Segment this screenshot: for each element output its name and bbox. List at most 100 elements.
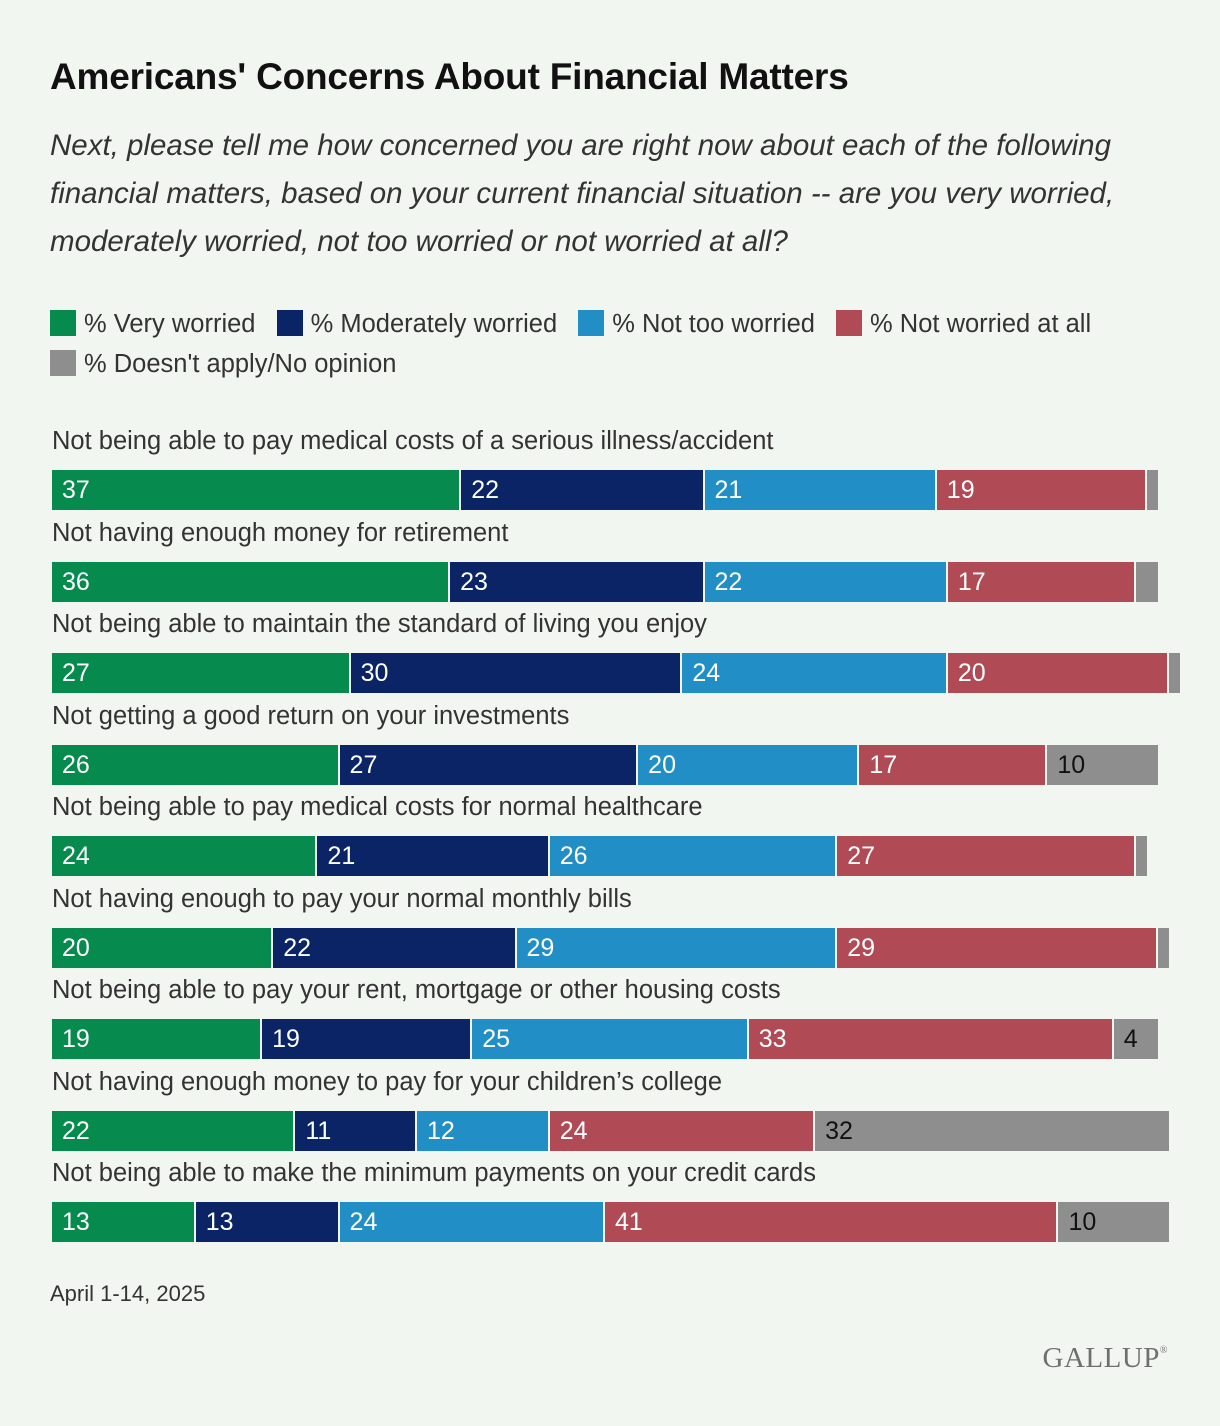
bar-segment-moderately-worried: 22: [461, 470, 705, 510]
data-label: 20: [62, 933, 90, 962]
legend-swatch: [50, 350, 76, 376]
bar-segment-not-too-worried: 26: [549, 836, 838, 876]
data-label: 29: [526, 933, 555, 962]
bar-segment-moderately-worried: 19: [262, 1019, 473, 1059]
legend-swatch: [836, 310, 863, 336]
bar-segment-not-worried-at-all: 33: [748, 1019, 1114, 1059]
data-label: 17: [869, 750, 898, 779]
bar-segment-doesn-t-apply-no-opinion: [1146, 470, 1158, 510]
category-label: Not being able to maintain the standard …: [52, 610, 707, 638]
legend-label: % Very worried: [84, 310, 256, 338]
survey-date: April 1-14, 2025: [50, 1281, 206, 1306]
bar-segment-very-worried: 22: [52, 1110, 296, 1151]
data-label: 24: [559, 1116, 588, 1145]
bar-segment-very-worried: 37: [52, 470, 462, 510]
gallup-logo: GALLUP®: [1042, 1342, 1168, 1374]
data-label: 13: [205, 1208, 234, 1236]
bar-segment-not-worried-at-all: 29: [837, 927, 1158, 968]
bar-segment-doesn-t-apply-no-opinion: 32: [815, 1110, 1170, 1151]
data-label: 19: [62, 1025, 90, 1053]
bar-segment-doesn-t-apply-no-opinion: 10: [1058, 1202, 1170, 1242]
chart-subtitle: Next, please tell me how concerned you a…: [50, 129, 1115, 258]
legend-label: % Moderately worried: [310, 310, 558, 338]
bar-segment-very-worried: 24: [52, 836, 318, 876]
data-label: 10: [1057, 750, 1086, 779]
legend-item-not-too-worried: % Not too worried: [578, 310, 815, 338]
bar-segment-moderately-worried: 30: [350, 653, 683, 693]
legend: % Very worried % Moderately worried % No…: [50, 304, 1180, 384]
bar-segment-moderately-worried: 22: [273, 927, 517, 968]
bar-segment-not-too-worried: 29: [516, 927, 838, 968]
bar-segment-not-worried-at-all: 17: [947, 561, 1136, 602]
bar-row: 36 23 22 17: [52, 561, 1158, 602]
category-label: Not being able to pay medical costs of a…: [52, 427, 774, 455]
bar-segment-very-worried: 27: [52, 653, 351, 693]
data-label: 25: [482, 1025, 511, 1053]
bar-segment-very-worried: 20: [52, 927, 274, 968]
bar-row: 26 27 20 17 10: [52, 744, 1158, 785]
bar-segment-not-too-worried: 12: [416, 1110, 550, 1151]
bar-segment-not-worried-at-all: 20: [947, 653, 1170, 693]
data-label: 20: [648, 750, 676, 779]
data-label: 17: [957, 567, 986, 596]
data-label: 22: [62, 1116, 90, 1145]
legend-label: % Doesn't apply/No opinion: [84, 350, 397, 378]
bar-segment-not-too-worried: 24: [339, 1202, 605, 1242]
bar-segment-not-too-worried: 21: [704, 470, 937, 510]
category-label: Not being able to make the minimum payme…: [52, 1159, 816, 1187]
bar-segment-very-worried: 13: [52, 1202, 196, 1242]
data-label: 12: [426, 1116, 455, 1145]
bar-row: 19 19 25 33 4: [52, 1019, 1158, 1059]
data-label: 21: [327, 842, 356, 870]
data-label: 23: [460, 567, 488, 596]
data-label: 33: [758, 1025, 787, 1053]
data-label: 27: [349, 750, 378, 779]
data-label: 27: [62, 659, 90, 687]
bar-row: 13 13 24 41 10: [52, 1202, 1170, 1242]
data-label: 4: [1123, 1025, 1138, 1053]
data-label: 30: [360, 659, 389, 687]
legend-item-moderately-worried: % Moderately worried: [276, 310, 558, 338]
category-label: Not being able to pay your rent, mortgag…: [52, 976, 781, 1004]
data-label: 37: [62, 476, 90, 504]
category-label: Not being able to pay medical costs for …: [52, 793, 703, 821]
data-label: 29: [847, 933, 876, 962]
data-label: 20: [957, 659, 986, 687]
data-label: 26: [559, 842, 588, 870]
bar-row: 20 22 29 29: [52, 927, 1170, 968]
legend-item-very-worried: % Very worried: [50, 310, 255, 338]
chart-title: Americans' Concerns About Financial Matt…: [50, 56, 849, 97]
bar-row: 37 22 21 19: [52, 470, 1158, 510]
category-label: Not having enough money for retirement: [52, 518, 509, 547]
data-label: 22: [714, 567, 743, 596]
bar-segment-not-worried-at-all: 27: [837, 836, 1136, 876]
legend-swatch: [50, 310, 76, 336]
category-label: Not getting a good return on your invest…: [52, 701, 570, 730]
legend-swatch: [276, 310, 303, 336]
bar-segment-doesn-t-apply-no-opinion: [1135, 836, 1147, 876]
legend-label: % Not worried at all: [870, 310, 1092, 338]
bar-segment-very-worried: 36: [52, 561, 451, 602]
legend-swatch: [578, 310, 605, 336]
category-label: Not having enough to pay your normal mon…: [52, 884, 632, 913]
data-label: 19: [946, 476, 975, 504]
data-label: 27: [847, 842, 876, 870]
data-label: 10: [1068, 1208, 1097, 1236]
bar-segment-doesn-t-apply-no-opinion: [1158, 927, 1170, 968]
data-label: 24: [692, 659, 721, 687]
data-label: 13: [62, 1208, 90, 1236]
bar-segment-doesn-t-apply-no-opinion: 4: [1113, 1019, 1158, 1059]
legend-item-not-worried-at-all: % Not worried at all: [836, 310, 1091, 338]
bar-row: 27 30 24 20: [52, 653, 1181, 693]
bar-segment-not-too-worried: 20: [638, 744, 860, 785]
data-label: 26: [62, 750, 90, 779]
bar-segment-moderately-worried: 13: [195, 1202, 340, 1242]
legend-label: % Not too worried: [612, 310, 815, 338]
bar-segment-not-worried-at-all: 24: [549, 1110, 816, 1151]
bar-segment-not-too-worried: 24: [682, 653, 948, 693]
category-label: Not having enough money to pay for your …: [52, 1067, 723, 1096]
data-label: 21: [714, 476, 743, 504]
bar-segment-doesn-t-apply-no-opinion: [1169, 653, 1181, 693]
bar-segment-not-too-worried: 22: [704, 561, 948, 602]
bar-segment-moderately-worried: 23: [450, 561, 705, 602]
